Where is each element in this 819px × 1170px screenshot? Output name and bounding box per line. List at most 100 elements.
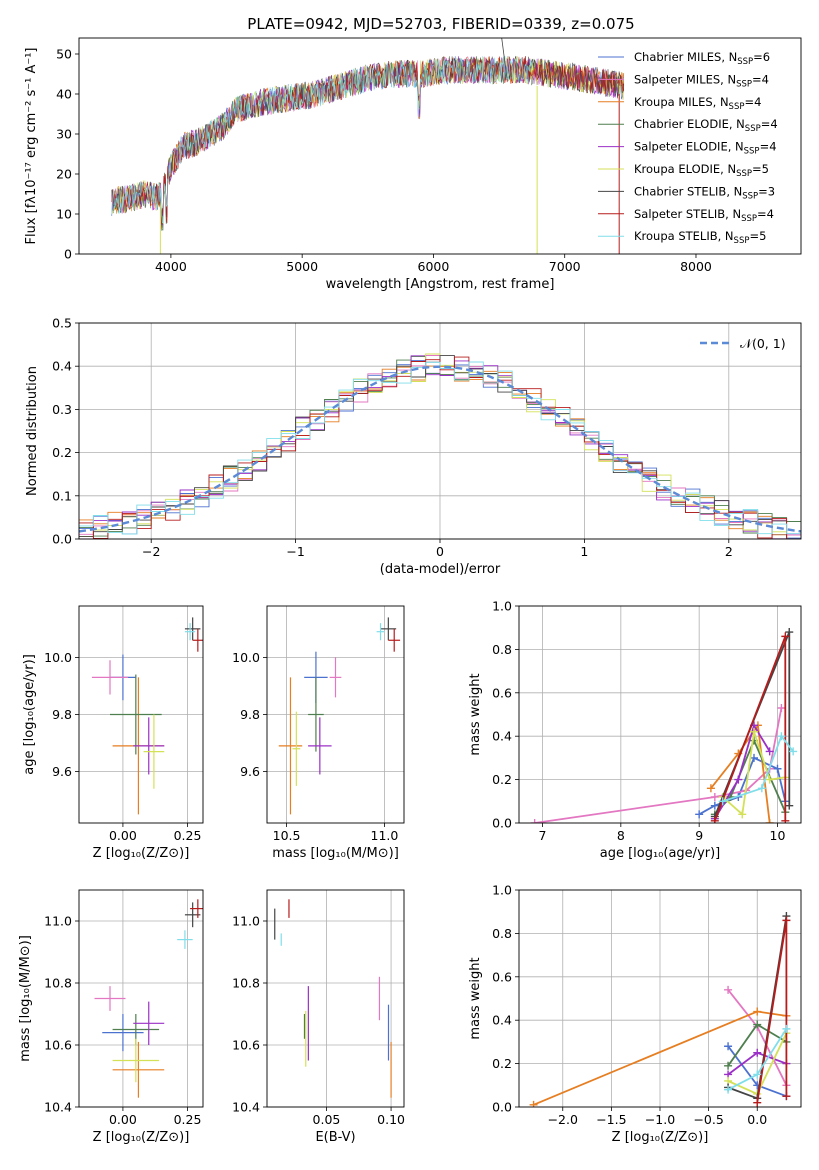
- x-tick-label: 7000: [549, 259, 581, 274]
- weight-marker: [724, 1061, 733, 1070]
- spectrum-halpha-line: [501, 38, 508, 79]
- y-tick-label: 0.8: [492, 642, 512, 657]
- y-tick-label: 0.4: [492, 729, 512, 744]
- age-vs-mass-axes: 10.5 11.0 9.6 9.8 10.0 mass [log₁₀(M/M⊙)]: [232, 606, 404, 861]
- weight-marker: [773, 764, 782, 773]
- y-tick-label: 11.0: [44, 914, 72, 929]
- error-bar-point: [292, 711, 301, 786]
- weight-marker: [765, 775, 774, 784]
- spectrum-frame: [78, 37, 802, 255]
- x-tick-label: 0.10: [377, 1112, 405, 1127]
- weight-marker: [753, 1020, 762, 1029]
- legend-entry: Kroupa MILES, NSSP=4: [634, 95, 761, 112]
- y-tick-label: 0.4: [52, 359, 72, 374]
- x-tick-label: 7: [539, 828, 547, 843]
- error-bar-point: [192, 628, 203, 652]
- weight-marker: [734, 775, 743, 784]
- x-tick-label: 6000: [418, 259, 450, 274]
- x-tick-label: 10.5: [273, 828, 301, 843]
- y-tick-label: 10.8: [232, 976, 260, 991]
- y-axis-label: Normed distribution: [25, 366, 40, 496]
- error-bar-point: [94, 986, 126, 1011]
- y-axis-label: mass weight: [468, 673, 483, 755]
- y-tick-label: 10.4: [44, 1100, 72, 1115]
- weight-marker: [777, 732, 786, 741]
- histogram-series: [79, 361, 801, 535]
- weight-marker: [753, 1098, 762, 1107]
- y-axis-label: mass weight: [468, 957, 483, 1039]
- weight-marker: [782, 916, 791, 925]
- weight-series-line: [698, 756, 787, 816]
- y-tick-label: 9.6: [52, 764, 72, 779]
- weight-marker: [706, 784, 715, 793]
- y-tick-label: 10.0: [44, 650, 72, 665]
- weight-marker: [781, 816, 790, 823]
- y-tick-label: 10.4: [232, 1100, 260, 1115]
- spectrum-axes: 4000 5000 6000 7000 8000 0 10 20 30 40 50 wavelengt…: [24, 47, 712, 293]
- error-bar-point: [376, 623, 385, 641]
- y-tick-label: 0.0: [492, 816, 512, 831]
- weight-marker: [777, 703, 786, 712]
- legend-entry: Chabrier ELODIE, NSSP=4: [634, 117, 778, 134]
- weight-marker: [782, 1024, 791, 1033]
- y-tick-label: 0.2: [492, 1056, 512, 1071]
- gaussian-curve: [79, 365, 801, 533]
- y-tick-label: 0: [64, 247, 72, 262]
- x-tick-label: 0: [436, 544, 444, 559]
- error-bar-point: [184, 623, 196, 641]
- legend-entry: Salpeter ELODIE, NSSP=4: [634, 140, 777, 157]
- y-tick-label: 0.4: [492, 1013, 512, 1028]
- spectrum-series-line: [111, 55, 532, 224]
- x-tick-label: −1: [286, 544, 304, 559]
- weight-marker: [765, 747, 774, 756]
- legend-entry: Salpeter MILES, NSSP=4: [634, 72, 769, 89]
- x-tick-label: 1: [580, 544, 588, 559]
- y-tick-label: 20: [56, 167, 72, 182]
- y-tick-label: 1.0: [492, 599, 512, 614]
- y-tick-label: 9.8: [52, 707, 72, 722]
- weight-marker: [781, 632, 790, 641]
- legend-entry: Chabrier STELIB, NSSP=3: [634, 184, 775, 201]
- weight-marker: [724, 1042, 733, 1051]
- error-bar-point: [329, 657, 342, 698]
- weight-marker: [530, 819, 539, 823]
- x-tick-label: 8: [617, 828, 625, 843]
- weight-vs-Z-frame: [518, 889, 802, 1108]
- weight-series-line: [710, 722, 771, 823]
- y-tick-label: 0.1: [52, 488, 72, 503]
- x-axis-label: E(B-V): [315, 1130, 355, 1145]
- y-tick-label: 10: [56, 207, 72, 222]
- y-axis-label: age [log₁₀(age/yr)]: [22, 654, 37, 775]
- x-tick-label: 9: [695, 828, 703, 843]
- x-tick-label: 0.0: [747, 1112, 767, 1127]
- legend-entry: Kroupa ELODIE, NSSP=5: [634, 162, 769, 179]
- x-tick-label: −2.0: [548, 1112, 578, 1127]
- error-bar-point: [133, 1001, 165, 1045]
- plot-layer: 4000 5000 6000 7000 800001020304050wavelengt…: [18, 37, 802, 1145]
- error-bar-point: [112, 1038, 160, 1083]
- error-bar-point: [110, 674, 162, 755]
- weight-marker: [750, 727, 758, 736]
- spectrum-series-line: [111, 56, 625, 224]
- y-tick-label: 9.8: [240, 707, 260, 722]
- error-bar-point: [380, 617, 397, 641]
- weight-marker: [724, 985, 733, 994]
- weight-marker: [724, 1085, 733, 1094]
- weight-marker: [710, 792, 719, 801]
- weight-marker: [757, 784, 766, 793]
- age-vs-Z-axes: 0.00 0.25 9.6 9.8 10.0 Z [log₁₀(Z/Z⊙)] age [lo…: [22, 606, 203, 861]
- weight-marker: [695, 810, 704, 819]
- x-tick-label: −1.0: [645, 1112, 675, 1127]
- error-bar-point: [112, 1041, 165, 1098]
- age-vs-mass-frame: [266, 605, 405, 824]
- mass-vs-EBV-axes: 0.05 0.10 10.4 10.6 10.8 11.0 E(B-V): [232, 890, 405, 1145]
- weight-marker: [738, 810, 747, 819]
- weight-vs-Z-axes: −2.0 −1.5 −1.0 −0.5 0.0 0.0 0.2 0.4 0.6 0.8 1.0 Z […: [468, 883, 801, 1145]
- y-tick-label: 0.6: [492, 685, 512, 700]
- x-axis-label: wavelength [Angstrom, rest frame]: [326, 277, 555, 292]
- x-axis-label: (data-model)/error: [380, 562, 501, 577]
- x-tick-label: 2: [725, 544, 733, 559]
- residuals-axes: −2 −1 0 1 2 0.0 0.1 0.2 0.3 0.4 0.5 (data-model)/er…: [25, 316, 801, 577]
- weight-vs-age-frame: [518, 605, 802, 824]
